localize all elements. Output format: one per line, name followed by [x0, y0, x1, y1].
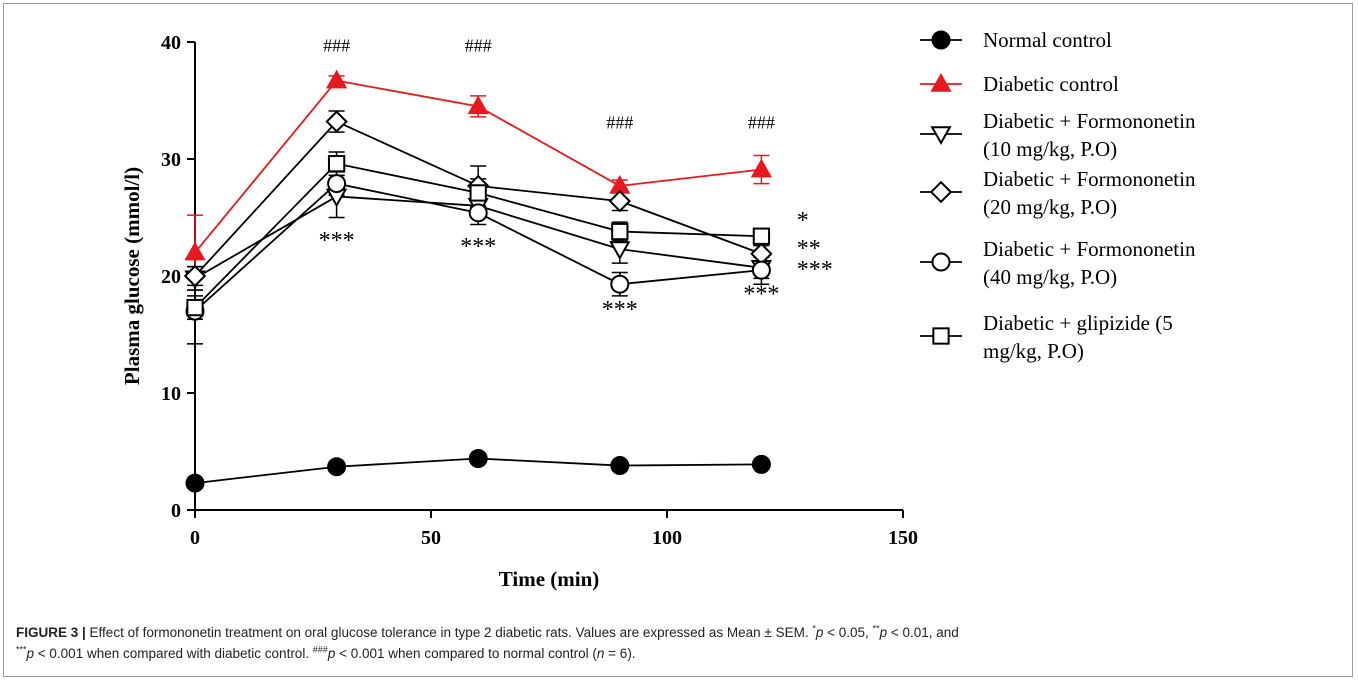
legend-item-3: Diabetic + Formononetin (20 mg/kg, P.O) [920, 167, 1196, 219]
y-axis-title: Plasma glucose (mmol/l) [120, 167, 144, 385]
data-point [325, 110, 348, 133]
legend-label: Normal control [983, 28, 1112, 52]
legend-item-0: Normal control [920, 28, 1112, 52]
data-point [752, 227, 771, 245]
axes: 0 10 20 30 40 0 50 100 150 Time (min) Plasma gluco… [120, 32, 918, 591]
legend-label: (40 mg/kg, P.O) [983, 265, 1117, 289]
figure-caption: FIGURE 3 | Effect of formononetin treatm… [16, 623, 959, 661]
figure-frame [3, 3, 1353, 677]
legend-marker [931, 30, 951, 50]
significance-label: *** [743, 282, 779, 308]
data-point [186, 298, 204, 317]
series-layer [183, 69, 773, 493]
series-0-points [185, 449, 771, 493]
data-point [183, 264, 207, 288]
y-tick-label: 40 [161, 32, 181, 54]
y-tick-label: 30 [161, 149, 181, 171]
data-point [327, 174, 347, 194]
y-tick-label: 10 [161, 383, 181, 405]
significance-annotations: ### ###### ###*** *************** [319, 35, 833, 323]
significance-label: * [797, 208, 809, 234]
legend-item-4: Diabetic + Formononetin (40 mg/kg, P.O) [920, 237, 1196, 289]
x-tick-label: 0 [190, 527, 200, 549]
figure-label: FIGURE 3 | [16, 625, 86, 640]
data-point [610, 274, 630, 294]
y-tick-label: 20 [161, 266, 181, 288]
data-point [610, 456, 630, 476]
significance-label: *** [797, 257, 833, 283]
data-point [750, 158, 773, 178]
data-point [469, 184, 487, 202]
significance-label: ### [748, 113, 775, 133]
legend-item-2: Diabetic + Formononetin (10 mg/kg, P.O) [920, 109, 1196, 161]
legend-label: Diabetic + Formononetin [983, 109, 1196, 133]
legend: Normal control Diabetic control Diabetic +… [920, 28, 1196, 363]
data-point [468, 203, 488, 223]
data-point [327, 457, 347, 477]
legend-marker [930, 126, 952, 145]
x-tick-label: 150 [888, 527, 918, 549]
legend-marker [931, 252, 951, 272]
legend-marker [930, 73, 952, 92]
x-axis-title: Time (min) [499, 567, 600, 591]
data-point [325, 69, 348, 89]
legend-label: (20 mg/kg, P.O) [983, 195, 1117, 219]
significance-label: ** [797, 236, 821, 262]
data-point [608, 189, 631, 213]
data-point [751, 260, 771, 280]
data-point [609, 241, 631, 261]
series-5-points [186, 155, 771, 317]
data-point [468, 449, 488, 469]
data-point [611, 222, 629, 241]
data-point [327, 155, 346, 173]
legend-item-1: Diabetic control [920, 72, 1119, 96]
y-tick-label: 0 [171, 500, 181, 522]
data-point [185, 473, 205, 493]
x-tick-label: 100 [652, 527, 682, 549]
legend-label: Diabetic control [983, 72, 1119, 96]
significance-label: ### [465, 35, 492, 55]
significance-label: *** [602, 297, 638, 323]
legend-label: Diabetic + Formononetin [983, 167, 1196, 191]
legend-label: Diabetic + glipizide (5 [983, 311, 1173, 335]
series-1-points [184, 69, 773, 261]
legend-label: (10 mg/kg, P.O) [983, 137, 1117, 161]
legend-label: mg/kg, P.O) [983, 339, 1084, 363]
significance-label: *** [460, 234, 496, 260]
data-point [184, 241, 206, 261]
significance-label: *** [319, 228, 355, 254]
significance-label: ### [323, 35, 350, 55]
legend-item-5: Diabetic + glipizide (5 mg/kg, P.O) [920, 311, 1173, 363]
legend-marker [929, 180, 953, 204]
legend-marker [932, 327, 950, 345]
chart: 0 10 20 30 40 0 50 100 150 Time (min) Plasma gluco… [120, 28, 1196, 591]
data-point [467, 95, 489, 115]
significance-label: ### [606, 113, 633, 133]
x-tick-label: 50 [421, 527, 441, 549]
legend-label: Diabetic + Formononetin [983, 237, 1196, 261]
data-point [751, 454, 771, 474]
